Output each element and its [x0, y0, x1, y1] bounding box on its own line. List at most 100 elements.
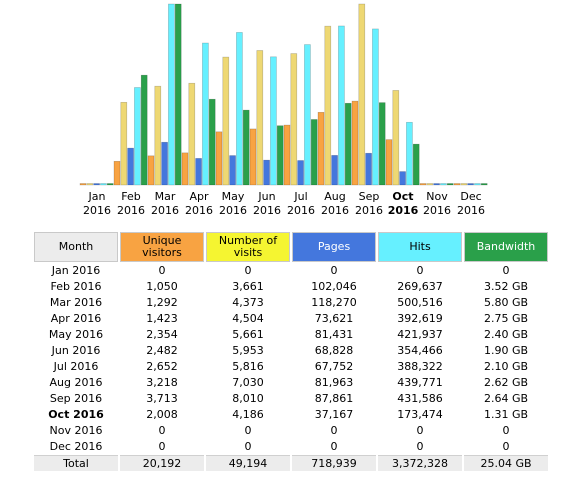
unique-visitors-cell: 2,008	[146, 408, 178, 421]
column-header-unique-visitors: Unique visitors	[120, 232, 204, 262]
bar-hits-mar	[168, 3, 175, 186]
bar-hits-oct	[406, 121, 413, 186]
month-cell: May 2016	[48, 328, 104, 341]
hits-cell: 431,586	[397, 392, 443, 405]
hits-cell: 500,516	[397, 296, 443, 309]
bar-pages-sep	[365, 152, 372, 186]
bar-unique-visitors-aug	[317, 111, 325, 186]
table-header-row: Month Unique visitors Number of visits P…	[34, 232, 548, 262]
bar-unique-visitors-sep	[351, 100, 359, 186]
bar-visits-jun	[256, 50, 264, 186]
unique-visitors-cell: 1,423	[146, 312, 178, 325]
pages-cell: 81,431	[314, 328, 354, 341]
month-tick-label: Jun	[257, 190, 275, 203]
table-row: Feb 2016 1,050 3,661 102,046 269,637 3.5…	[34, 279, 548, 294]
unique-visitors-cell: 3,713	[146, 392, 178, 405]
hits-cell: 392,619	[397, 312, 443, 325]
bar-visits-apr	[188, 82, 196, 186]
pages-cell: 68,828	[314, 344, 354, 357]
month-tick-label: Jan	[88, 190, 106, 203]
bar-visits-sep	[358, 3, 366, 186]
table-row: Jun 2016 2,482 5,953 68,828 354,466 1.90…	[34, 343, 548, 358]
bar-bandwidth-feb	[140, 74, 148, 186]
bandwidth-cell: 1.90 GB	[483, 344, 529, 357]
visits-cell: 0	[244, 424, 252, 437]
month-cell: Nov 2016	[49, 424, 103, 437]
bar-unique-visitors-feb	[113, 160, 121, 186]
bar-bandwidth-dec	[480, 183, 488, 186]
bar-unique-visitors-may	[215, 131, 223, 186]
pages-cell: 81,963	[314, 376, 354, 389]
month-tick-label: Oct	[392, 190, 413, 203]
total-label: Total	[34, 455, 118, 471]
year-tick-label: 2016	[423, 204, 451, 217]
pages-cell: 0	[330, 264, 338, 277]
month-cell: Jul 2016	[53, 360, 99, 373]
bar-visits-mar	[154, 85, 162, 186]
bar-bandwidth-jun	[276, 125, 284, 186]
bar-unique-visitors-jun	[249, 128, 257, 186]
visits-cell: 4,373	[232, 296, 264, 309]
unique-visitors-cell: 1,050	[146, 280, 178, 293]
table-row: Nov 2016 0 0 0 0 0	[34, 423, 548, 438]
month-cell: Feb 2016	[50, 280, 102, 293]
bar-hits-nov	[440, 183, 447, 186]
month-tick-label: Nov	[426, 190, 448, 203]
bar-visits-nov	[426, 183, 434, 186]
pages-cell: 73,621	[314, 312, 354, 325]
year-tick-label: 2016	[151, 204, 179, 217]
monthly-stats-table: Month Unique visitors Number of visits P…	[32, 231, 550, 472]
bandwidth-cell: 5.80 GB	[483, 296, 529, 309]
visits-cell: 8,010	[232, 392, 264, 405]
table-total-row: Total 20,192 49,194 718,939 3,372,328 25…	[34, 455, 548, 471]
year-tick-label: 2016	[287, 204, 315, 217]
month-tick-label: Mar	[155, 190, 176, 203]
bar-bandwidth-nov	[446, 183, 454, 186]
bar-unique-visitors-apr	[181, 152, 189, 186]
visits-cell: 0	[244, 264, 252, 277]
visits-cell: 4,504	[232, 312, 264, 325]
bar-pages-dec	[467, 183, 474, 186]
month-cell: Jan 2016	[51, 264, 101, 277]
total-unique-visitors: 20,192	[120, 455, 204, 471]
hits-cell: 0	[416, 440, 424, 453]
table-row: Jul 2016 2,652 5,816 67,752 388,322 2.10…	[34, 359, 548, 374]
month-tick-label: Apr	[189, 190, 209, 203]
bar-bandwidth-oct	[412, 143, 420, 186]
table-row: Apr 2016 1,423 4,504 73,621 392,619 2.75…	[34, 311, 548, 326]
bar-visits-may	[222, 56, 230, 186]
bar-bandwidth-sep	[378, 102, 386, 186]
month-cell: Aug 2016	[49, 376, 103, 389]
bar-pages-apr	[195, 158, 202, 186]
bandwidth-cell: 0	[502, 440, 510, 453]
column-header-hits: Hits	[378, 232, 462, 262]
month-cell: Oct 2016	[48, 408, 104, 421]
unique-visitors-cell: 0	[158, 440, 166, 453]
pages-cell: 0	[330, 440, 338, 453]
month-tick-label: Feb	[121, 190, 140, 203]
hits-cell: 0	[416, 424, 424, 437]
bandwidth-cell: 0	[502, 424, 510, 437]
bar-hits-jan	[100, 183, 107, 186]
bar-pages-jul	[297, 160, 304, 186]
bar-pages-aug	[331, 155, 338, 186]
monthly-history-chart: Jan2016Feb2016Mar2016Apr2016May2016Jun20…	[79, 3, 488, 217]
year-tick-label: 2016	[457, 204, 485, 217]
bar-unique-visitors-mar	[147, 155, 155, 186]
bar-visits-dec	[460, 183, 468, 186]
bar-pages-jun	[263, 159, 270, 186]
unique-visitors-cell: 2,354	[146, 328, 178, 341]
bar-visits-aug	[324, 25, 332, 186]
month-tick-label: May	[222, 190, 245, 203]
table-row: Jan 2016 0 0 0 0 0	[34, 263, 548, 278]
month-tick-label: Jul	[293, 190, 307, 203]
month-tick-label: Sep	[359, 190, 380, 203]
bandwidth-cell: 1.31 GB	[483, 408, 529, 421]
bar-hits-feb	[134, 87, 141, 186]
total-hits: 3,372,328	[378, 455, 462, 471]
bar-unique-visitors-jan	[79, 183, 87, 186]
pages-cell: 102,046	[311, 280, 357, 293]
total-pages: 718,939	[292, 455, 376, 471]
bar-pages-mar	[161, 141, 168, 186]
bandwidth-cell: 2.64 GB	[483, 392, 529, 405]
